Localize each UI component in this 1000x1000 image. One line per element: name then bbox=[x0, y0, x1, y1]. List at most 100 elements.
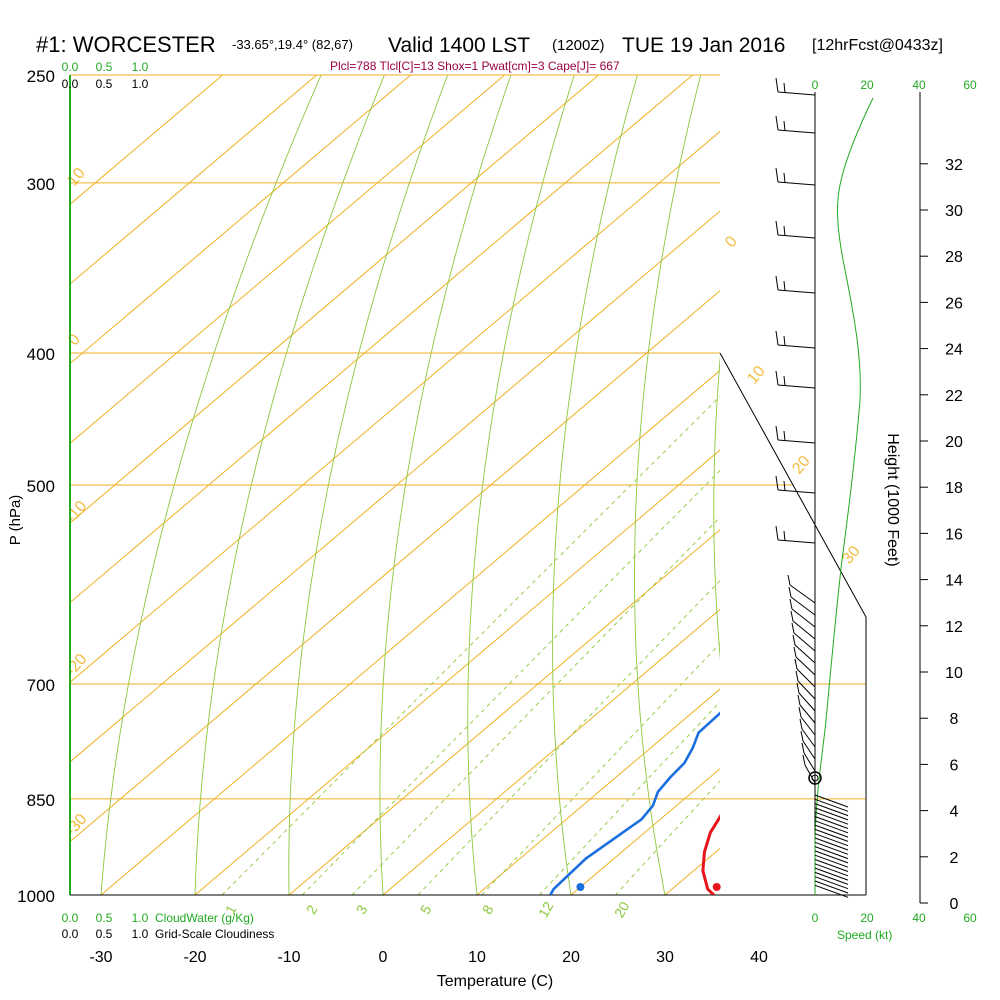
speed-tick-bottom: 40 bbox=[912, 911, 926, 925]
wind-barb-staff bbox=[792, 620, 816, 640]
wind-barb-staff bbox=[814, 884, 849, 898]
wind-barb-staff bbox=[814, 833, 849, 847]
wind-barb-flag bbox=[800, 730, 804, 742]
mixing-ratio-line bbox=[615, 780, 720, 895]
mixing-ratio-label: 2 bbox=[303, 902, 321, 917]
wind-barb-flag bbox=[792, 634, 796, 646]
wind-barb-flag bbox=[789, 598, 793, 610]
x-tick-label: 20 bbox=[562, 949, 580, 966]
x-tick-label: 10 bbox=[468, 949, 486, 966]
stability-indices: Plcl=788 Tlcl[C]=13 Shox=1 Pwat[cm]=3 Ca… bbox=[330, 59, 620, 73]
utc-time: (1200Z) bbox=[552, 37, 605, 54]
wind-barb-staff bbox=[801, 728, 816, 748]
height-tick-label: 8 bbox=[950, 711, 959, 728]
top-scale-black-label: 1.0 bbox=[132, 77, 149, 91]
height-tick-label: 26 bbox=[945, 295, 963, 312]
mixing-ratio-line bbox=[417, 580, 720, 895]
mixing-ratio-label: 3 bbox=[353, 902, 371, 917]
wind-barb-flag bbox=[791, 622, 795, 634]
valid-time: Valid 1400 LST bbox=[388, 34, 530, 57]
wind-barb-flag bbox=[775, 77, 779, 93]
wind-barb-flag bbox=[799, 718, 803, 730]
wind-barb-staff bbox=[814, 859, 849, 872]
pressure-tick-label: 250 bbox=[27, 67, 55, 86]
top-scale-green-label: 1.0 bbox=[132, 60, 149, 74]
bottom-scale-black-label: 0.5 bbox=[96, 927, 113, 941]
wind-barb-staff bbox=[814, 850, 849, 864]
wind-barbs bbox=[775, 77, 849, 898]
isotherm-label: -30 bbox=[63, 811, 91, 840]
bottom-scale-green-label: 0.5 bbox=[96, 911, 113, 925]
wind-barb-staff bbox=[798, 692, 816, 712]
mixing-ratio-line bbox=[481, 642, 720, 895]
isotherm-line bbox=[70, 75, 411, 365]
wind-barb-staff bbox=[814, 854, 849, 868]
valid-date: TUE 19 Jan 2016 bbox=[622, 34, 785, 57]
top-scale-black-label: 0.5 bbox=[96, 77, 113, 91]
wind-barb-staff bbox=[814, 816, 849, 829]
isobar-lines bbox=[70, 74, 866, 896]
wind-barb-flag bbox=[783, 480, 786, 492]
wind-barb-staff bbox=[814, 880, 849, 894]
speed-tick-top: 60 bbox=[963, 78, 977, 92]
mixing-ratio-label: 20 bbox=[611, 899, 633, 921]
wind-barb-flag bbox=[783, 120, 786, 132]
station-coords: -33.65°,19.4° (82,67) bbox=[232, 37, 353, 52]
wind-barb-staff bbox=[803, 752, 816, 772]
wind-barb-staff bbox=[777, 91, 816, 96]
mixing-ratio-line bbox=[221, 395, 720, 895]
x-tick-label: 30 bbox=[656, 949, 674, 966]
cloud-water-label: CloudWater (g/Kg) bbox=[155, 911, 254, 925]
isotherm-label: 10 bbox=[744, 363, 769, 388]
pressure-ticks: 250 300 400 500 700 850 1000 bbox=[17, 67, 55, 906]
wind-barb-flag bbox=[775, 220, 779, 236]
wind-barb-staff bbox=[793, 632, 816, 652]
pressure-tick-label: 850 bbox=[27, 791, 55, 810]
isotherm-label: 0 bbox=[65, 331, 84, 349]
pressure-tick-label: 400 bbox=[27, 345, 55, 364]
dry-adiabat-line bbox=[100, 75, 322, 895]
wind-barb-staff bbox=[777, 289, 816, 294]
x-tick-label: -20 bbox=[183, 949, 206, 966]
height-tick-label: 16 bbox=[945, 526, 963, 543]
speed-axis-label: Speed (kt) bbox=[837, 928, 892, 942]
wind-barb-staff bbox=[814, 820, 849, 834]
mixing-ratio-line bbox=[301, 469, 720, 895]
calm-wind-marker-inner bbox=[811, 774, 819, 782]
wind-barb-staff bbox=[800, 716, 816, 736]
height-tick-label: 24 bbox=[945, 342, 963, 359]
dewpoint-line bbox=[549, 711, 720, 895]
isotherm-line bbox=[382, 608, 720, 895]
isotherm-line bbox=[288, 529, 720, 895]
top-scale-black-label: 0.0 bbox=[62, 77, 79, 91]
wind-barb-staff bbox=[777, 489, 816, 494]
wind-barb-flag bbox=[783, 335, 786, 347]
wind-barb-staff bbox=[814, 863, 849, 877]
wind-barb-staff bbox=[799, 704, 816, 724]
x-tick-label: -10 bbox=[277, 949, 300, 966]
wind-barb-flag bbox=[783, 375, 786, 387]
isotherm-label: 0 bbox=[722, 233, 741, 251]
temperature-line bbox=[701, 814, 720, 895]
wind-barb-flag bbox=[775, 525, 779, 541]
wind-barb-flag bbox=[783, 225, 786, 237]
mixing-ratio-line bbox=[351, 516, 720, 895]
wind-barb-staff bbox=[814, 811, 849, 825]
bottom-scale-black-label: 1.0 bbox=[132, 927, 149, 941]
height-tick-label: 28 bbox=[945, 249, 963, 266]
height-tick-label: 2 bbox=[950, 850, 959, 867]
wind-panel-boundary bbox=[719, 352, 867, 895]
wind-barb-staff bbox=[814, 846, 849, 860]
wind-barb-flag bbox=[787, 574, 791, 586]
wind-barb-flag bbox=[795, 670, 799, 682]
wind-barb-staff bbox=[814, 828, 849, 842]
wind-barb-flag bbox=[775, 425, 779, 441]
sounding-series bbox=[549, 711, 720, 895]
isotherm-label: 20 bbox=[789, 453, 814, 478]
isotherm-label: -10 bbox=[63, 498, 91, 527]
forecast-info: [12hrFcst@0433z] bbox=[812, 37, 943, 54]
x-tick-label: -30 bbox=[89, 949, 112, 966]
